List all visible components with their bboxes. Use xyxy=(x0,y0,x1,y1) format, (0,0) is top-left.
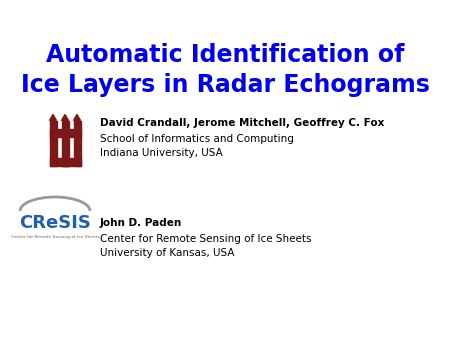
Bar xyxy=(73,121,81,166)
Text: David Crandall, Jerome Mitchell, Geoffrey C. Fox: David Crandall, Jerome Mitchell, Geoffre… xyxy=(100,118,384,128)
Text: Automatic Identification of: Automatic Identification of xyxy=(46,43,404,67)
Text: School of Informatics and Computing: School of Informatics and Computing xyxy=(100,134,294,144)
Text: Indiana University, USA: Indiana University, USA xyxy=(100,148,223,158)
Bar xyxy=(50,158,68,166)
Bar xyxy=(62,158,81,166)
Polygon shape xyxy=(73,115,81,121)
Bar xyxy=(50,121,57,166)
Bar xyxy=(50,128,81,137)
Text: John D. Paden: John D. Paden xyxy=(100,218,182,228)
Polygon shape xyxy=(50,115,57,121)
Text: Ice Layers in Radar Echograms: Ice Layers in Radar Echograms xyxy=(21,73,429,97)
Bar xyxy=(62,121,68,166)
Polygon shape xyxy=(62,115,68,121)
Text: CReSIS: CReSIS xyxy=(19,214,91,232)
Text: Center for Remote Sensing of Ice Sheets: Center for Remote Sensing of Ice Sheets xyxy=(100,234,311,244)
Text: Center for Remote Sensing of Ice Sheets: Center for Remote Sensing of Ice Sheets xyxy=(11,235,99,239)
Text: University of Kansas, USA: University of Kansas, USA xyxy=(100,248,234,258)
